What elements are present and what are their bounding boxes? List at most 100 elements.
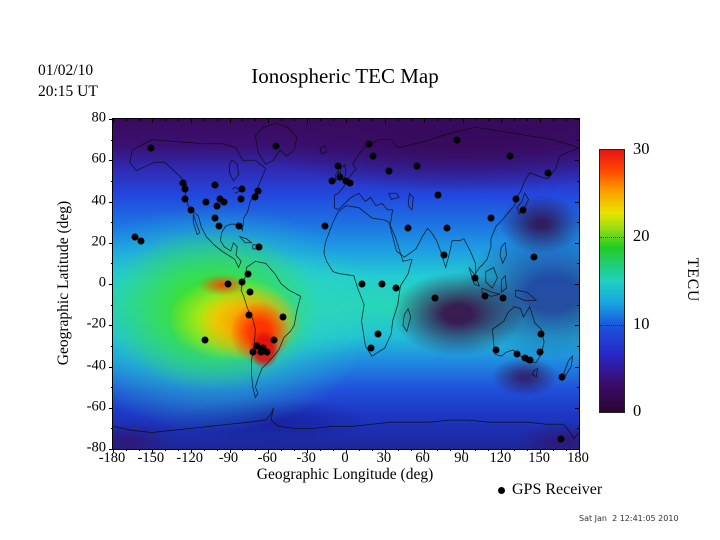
page-title: Ionospheric TEC Map [251, 64, 439, 88]
x-axis-tick [294, 119, 296, 121]
gps-receiver-dot [237, 195, 245, 203]
gps-receiver-dot [244, 270, 252, 278]
gps-receiver-dot [137, 237, 145, 245]
x-tick-labels: -180 -150 -120 -90 -60 -30 0 30 60 90 120 150 180 [99, 450, 589, 466]
y-axis-tick [111, 304, 113, 306]
y-axis-tick [575, 449, 579, 450]
y-axis-tick [575, 201, 579, 203]
gps-receiver-dot [558, 373, 566, 381]
y-axis-tick [111, 263, 113, 265]
gps-receiver-dot [537, 330, 545, 337]
y-axis-tick [109, 366, 113, 368]
x-axis-tick [255, 449, 257, 451]
gps-receiver-dot [506, 152, 514, 160]
colorbar-tick-label: 20 [633, 226, 650, 246]
y-axis-tick [577, 428, 579, 430]
gps-receiver-dot [131, 233, 139, 241]
gps-receiver-dot [235, 222, 243, 230]
y-axis-tick [575, 366, 579, 368]
colorbar-tick-label: 0 [633, 401, 642, 420]
x-axis-tick [138, 119, 140, 121]
x-axis-tick [346, 119, 347, 123]
x-axis-tick [125, 119, 127, 121]
x-axis-tick [333, 449, 335, 451]
x-axis-tick [164, 449, 166, 451]
x-axis-tick [281, 449, 283, 451]
x-axis-tick [203, 449, 205, 451]
y-axis-tick [109, 449, 113, 450]
gps-receiver-dot [201, 336, 209, 344]
colorbar-level-line [600, 324, 624, 326]
x-axis-tick [229, 449, 231, 453]
y-tick-label: -80 [86, 439, 106, 456]
x-axis-tick [423, 119, 425, 123]
x-axis-tick [333, 119, 335, 121]
x-axis-tick [410, 119, 412, 121]
x-axis-tick [358, 449, 360, 451]
x-axis-tick [579, 449, 580, 453]
coastline-antarctica [113, 408, 579, 439]
colorbar-tick-label: 10 [633, 313, 650, 333]
x-axis-tick [281, 119, 283, 121]
gps-receiver-dot [272, 142, 280, 150]
y-tick-label: 40 [91, 192, 107, 208]
gps-receiver-dot [181, 185, 189, 193]
x-tick-label: -150 [137, 450, 165, 466]
x-tick-label: -180 [98, 450, 126, 466]
gps-receiver-dot [342, 177, 350, 185]
x-tick-label: -90 [218, 450, 239, 466]
coastline-indonesia [469, 268, 536, 301]
gps-receiver-dot [321, 222, 329, 230]
y-axis-tick [111, 139, 113, 141]
gps-receiver-dot [249, 348, 257, 356]
coastline-eurasia [334, 127, 579, 273]
x-axis-tick [540, 119, 542, 123]
x-axis-tick [540, 449, 542, 453]
x-tick-label: 30 [376, 450, 392, 466]
gps-receiver-dot [519, 206, 527, 214]
gps-receiver-dot [238, 278, 246, 286]
y-axis-tick [577, 222, 579, 224]
x-axis-tick [579, 119, 580, 123]
gps-receiver-dot [238, 185, 246, 193]
coastline-australia-nz [492, 307, 572, 381]
gps-receiver-dot [365, 140, 373, 148]
colorbar-unit-label: TECU [684, 257, 701, 303]
gps-receiver-dot [536, 348, 544, 356]
y-axis-tick [109, 284, 113, 285]
y-axis-tick [577, 263, 579, 265]
gps-receiver-dot [512, 195, 520, 203]
y-axis-tick [111, 222, 113, 224]
y-axis-tick [111, 387, 113, 389]
x-axis-tick [371, 119, 373, 121]
gps-receiver-dot [404, 224, 412, 232]
x-axis-tick [151, 449, 153, 453]
x-axis-tick [488, 119, 490, 121]
x-axis-tick [307, 119, 309, 123]
gps-receiver-dot [385, 167, 393, 175]
y-axis-tick [577, 345, 579, 347]
y-axis-tick [109, 160, 113, 162]
x-axis-tick [138, 449, 140, 451]
x-axis-tick [229, 119, 231, 123]
gps-receiver-dot [220, 198, 228, 205]
x-axis-tick [177, 449, 179, 451]
gps-receiver-dot [215, 222, 223, 230]
gps-receiver-dot [270, 336, 277, 344]
gps-receiver-dot [147, 144, 155, 152]
gps-receiver-dot [187, 206, 195, 214]
x-axis-tick [216, 449, 218, 451]
gps-receiver-dot [216, 195, 224, 203]
y-axis-label: Geographic Latitude (deg) [55, 200, 72, 366]
y-tick-label: 0 [98, 274, 106, 291]
gps-receiver-dot [521, 354, 529, 362]
x-axis-tick [255, 119, 257, 121]
x-axis-tick [177, 119, 179, 121]
y-axis-tick [577, 139, 579, 141]
y-axis-tick [575, 119, 579, 120]
gps-receiver-dot [471, 274, 479, 282]
x-axis-tick [449, 449, 451, 451]
y-axis-tick [575, 325, 579, 327]
x-tick-label: -30 [296, 450, 316, 466]
y-axis-tick [109, 119, 113, 120]
